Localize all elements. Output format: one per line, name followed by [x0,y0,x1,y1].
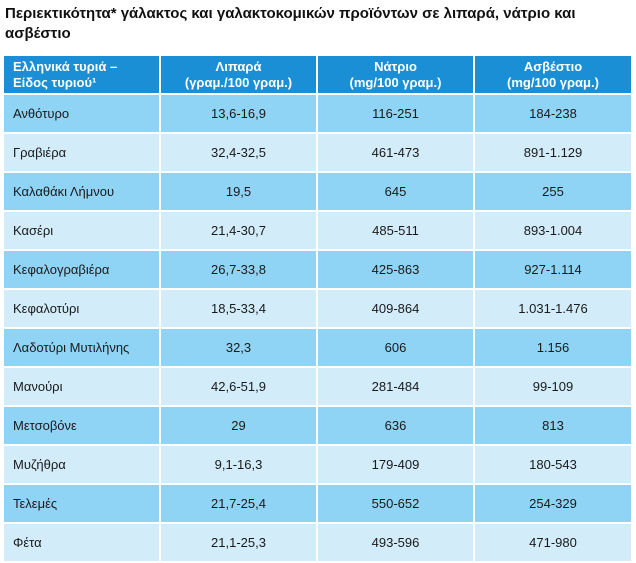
cell-sodium: 606 [318,329,475,368]
table-row: Μανούρι 42,6-51,9 281-484 99-109 [4,368,631,407]
cell-sodium: 409-864 [318,290,475,329]
cell-calcium: 891-1.129 [475,134,631,173]
cell-cheese-name: Τελεμές [4,485,161,524]
table-row: Φέτα 21,1-25,3 493-596 471-980 [4,524,631,563]
cell-calcium: 99-109 [475,368,631,407]
header-line: Ελληνικά τυριά – [13,58,118,74]
cell-sodium: 179-409 [318,446,475,485]
cell-fat: 21,1-25,3 [161,524,318,563]
cell-cheese-name: Λαδοτύρι Μυτιλήνης [4,329,161,368]
table-row: Κεφαλογραβιέρα 26,7-33,8 425-863 927-1.1… [4,251,631,290]
cell-cheese-name: Κεφαλογραβιέρα [4,251,161,290]
cell-cheese-name: Κεφαλοτύρι [4,290,161,329]
cell-cheese-name: Κασέρι [4,212,161,251]
cell-fat: 9,1-16,3 [161,446,318,485]
cell-cheese-name: Φέτα [4,524,161,563]
cell-calcium: 1.156 [475,329,631,368]
cell-calcium: 254-329 [475,485,631,524]
cell-fat: 32,4-32,5 [161,134,318,173]
table-row: Κεφαλοτύρι 18,5-33,4 409-864 1.031-1.476 [4,290,631,329]
cell-calcium: 927-1.114 [475,251,631,290]
cell-calcium: 1.031-1.476 [475,290,631,329]
header-line: Είδος τυριού¹ [13,74,97,90]
header-line: Νάτριο [374,58,417,74]
header-sodium: Νάτριο (mg/100 γραμ.) [318,56,475,95]
cheese-nutrition-table: Ελληνικά τυριά – Είδος τυριού¹ Λιπαρά (γ… [4,56,631,563]
table-row: Γραβιέρα 32,4-32,5 461-473 891-1.129 [4,134,631,173]
table-header-row: Ελληνικά τυριά – Είδος τυριού¹ Λιπαρά (γ… [4,56,631,95]
header-cheese-type: Ελληνικά τυριά – Είδος τυριού¹ [4,56,161,95]
cell-fat: 26,7-33,8 [161,251,318,290]
cell-sodium: 281-484 [318,368,475,407]
table-row: Μυζήθρα 9,1-16,3 179-409 180-543 [4,446,631,485]
cell-fat: 21,4-30,7 [161,212,318,251]
header-line: (mg/100 γραμ.) [507,74,599,90]
table-row: Κασέρι 21,4-30,7 485-511 893-1.004 [4,212,631,251]
header-fat: Λιπαρά (γραμ./100 γραμ.) [161,56,318,95]
header-calcium: Ασβέστιο (mg/100 γραμ.) [475,56,631,95]
cell-calcium: 184-238 [475,95,631,134]
cell-fat: 32,3 [161,329,318,368]
cell-sodium: 550-652 [318,485,475,524]
cell-sodium: 636 [318,407,475,446]
header-line: (γραμ./100 γραμ.) [184,74,293,90]
table-row: Μετσοβόνε 29 636 813 [4,407,631,446]
header-line: (mg/100 γραμ.) [349,74,442,90]
table-row: Λαδοτύρι Μυτιλήνης 32,3 606 1.156 [4,329,631,368]
cell-fat: 13,6-16,9 [161,95,318,134]
cell-sodium: 493-596 [318,524,475,563]
cell-sodium: 425-863 [318,251,475,290]
cell-calcium: 180-543 [475,446,631,485]
cell-sodium: 461-473 [318,134,475,173]
cell-sodium: 485-511 [318,212,475,251]
cell-fat: 18,5-33,4 [161,290,318,329]
cell-cheese-name: Γραβιέρα [4,134,161,173]
header-line: Λιπαρά [215,58,262,74]
cell-fat: 42,6-51,9 [161,368,318,407]
page-title: Περιεκτικότητα* γάλακτος και γαλακτοκομι… [5,5,576,42]
header-line: Ασβέστιο [523,58,583,74]
cell-sodium: 645 [318,173,475,212]
cell-cheese-name: Ανθότυρο [4,95,161,134]
table-row: Καλαθάκι Λήμνου 19,5 645 255 [4,173,631,212]
cell-calcium: 813 [475,407,631,446]
cell-fat: 21,7-25,4 [161,485,318,524]
cell-fat: 19,5 [161,173,318,212]
cell-cheese-name: Καλαθάκι Λήμνου [4,173,161,212]
table-row: Τελεμές 21,7-25,4 550-652 254-329 [4,485,631,524]
cell-calcium: 255 [475,173,631,212]
cell-cheese-name: Μετσοβόνε [4,407,161,446]
cell-calcium: 893-1.004 [475,212,631,251]
cell-cheese-name: Μανούρι [4,368,161,407]
cell-calcium: 471-980 [475,524,631,563]
cell-sodium: 116-251 [318,95,475,134]
cell-cheese-name: Μυζήθρα [4,446,161,485]
cell-fat: 29 [161,407,318,446]
table-row: Ανθότυρο 13,6-16,9 116-251 184-238 [4,95,631,134]
